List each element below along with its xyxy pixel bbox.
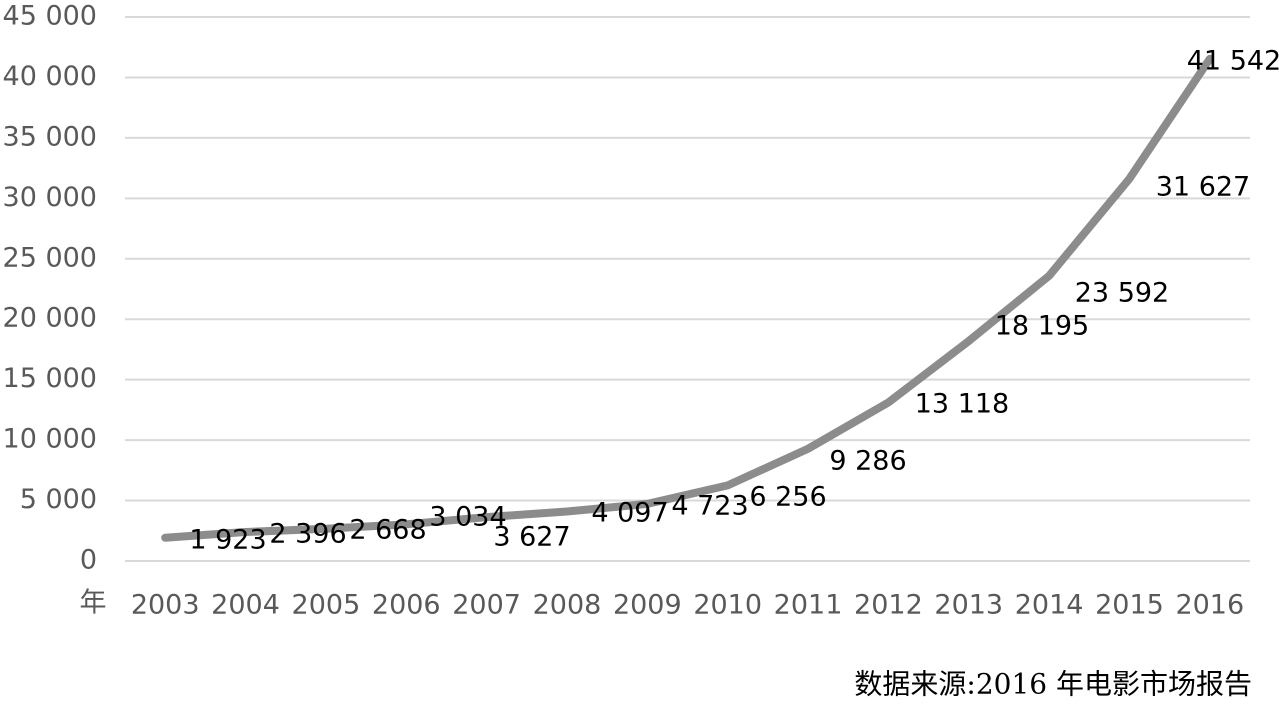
- x-axis-label: 年: [80, 588, 107, 619]
- x-tick-label: 2010: [693, 590, 762, 621]
- data-label: 4 723: [671, 491, 748, 522]
- line: [161, 54, 1214, 542]
- y-tick-label: 45 000: [3, 1, 97, 32]
- x-tick-label: 2009: [613, 590, 682, 621]
- x-tick-label: 2005: [292, 590, 361, 621]
- data-label: 31 627: [1156, 172, 1250, 203]
- y-tick-label: 15 000: [3, 363, 97, 394]
- x-tick-label: 2011: [774, 590, 843, 621]
- y-tick-label: 40 000: [3, 61, 97, 92]
- data-label: 3 034: [429, 502, 506, 533]
- x-tick-label: 2003: [131, 590, 200, 621]
- y-tick-label: 35 000: [3, 121, 97, 152]
- x-tick-label: 2007: [452, 590, 521, 621]
- data-label: 1 923: [189, 525, 266, 556]
- x-tick-label: 2008: [533, 590, 602, 621]
- data-label: 2 668: [349, 515, 426, 546]
- data-label: 23 592: [1075, 278, 1169, 309]
- y-tick-label: 30 000: [3, 182, 97, 213]
- y-tick-label: 10 000: [3, 424, 97, 455]
- y-tick-label: 25 000: [3, 242, 97, 273]
- y-tick-label: 20 000: [3, 303, 97, 334]
- x-tick-label: 2006: [372, 590, 441, 621]
- x-tick-label: 2013: [934, 590, 1003, 621]
- x-tick-label: 2014: [1015, 590, 1084, 621]
- data-label: 2 396: [269, 519, 346, 550]
- x-tick-label: 2015: [1095, 590, 1164, 621]
- x-tick-label: 2016: [1175, 590, 1244, 621]
- y-tick-label: 0: [80, 545, 97, 576]
- data-label: 9 286: [829, 446, 906, 477]
- data-label: 6 256: [749, 482, 826, 513]
- data-label: 13 118: [915, 389, 1009, 420]
- x-tick-label: 2004: [211, 590, 280, 621]
- data-label: 4 097: [591, 498, 668, 529]
- data-label: 3 627: [493, 522, 570, 553]
- data-label: 18 195: [995, 311, 1089, 342]
- x-tick-label: 2012: [854, 590, 923, 621]
- y-tick-label: 5 000: [20, 484, 97, 515]
- data-label: 41 542: [1187, 46, 1279, 77]
- source-note: 数据来源:2016 年电影市场报告: [854, 668, 1252, 701]
